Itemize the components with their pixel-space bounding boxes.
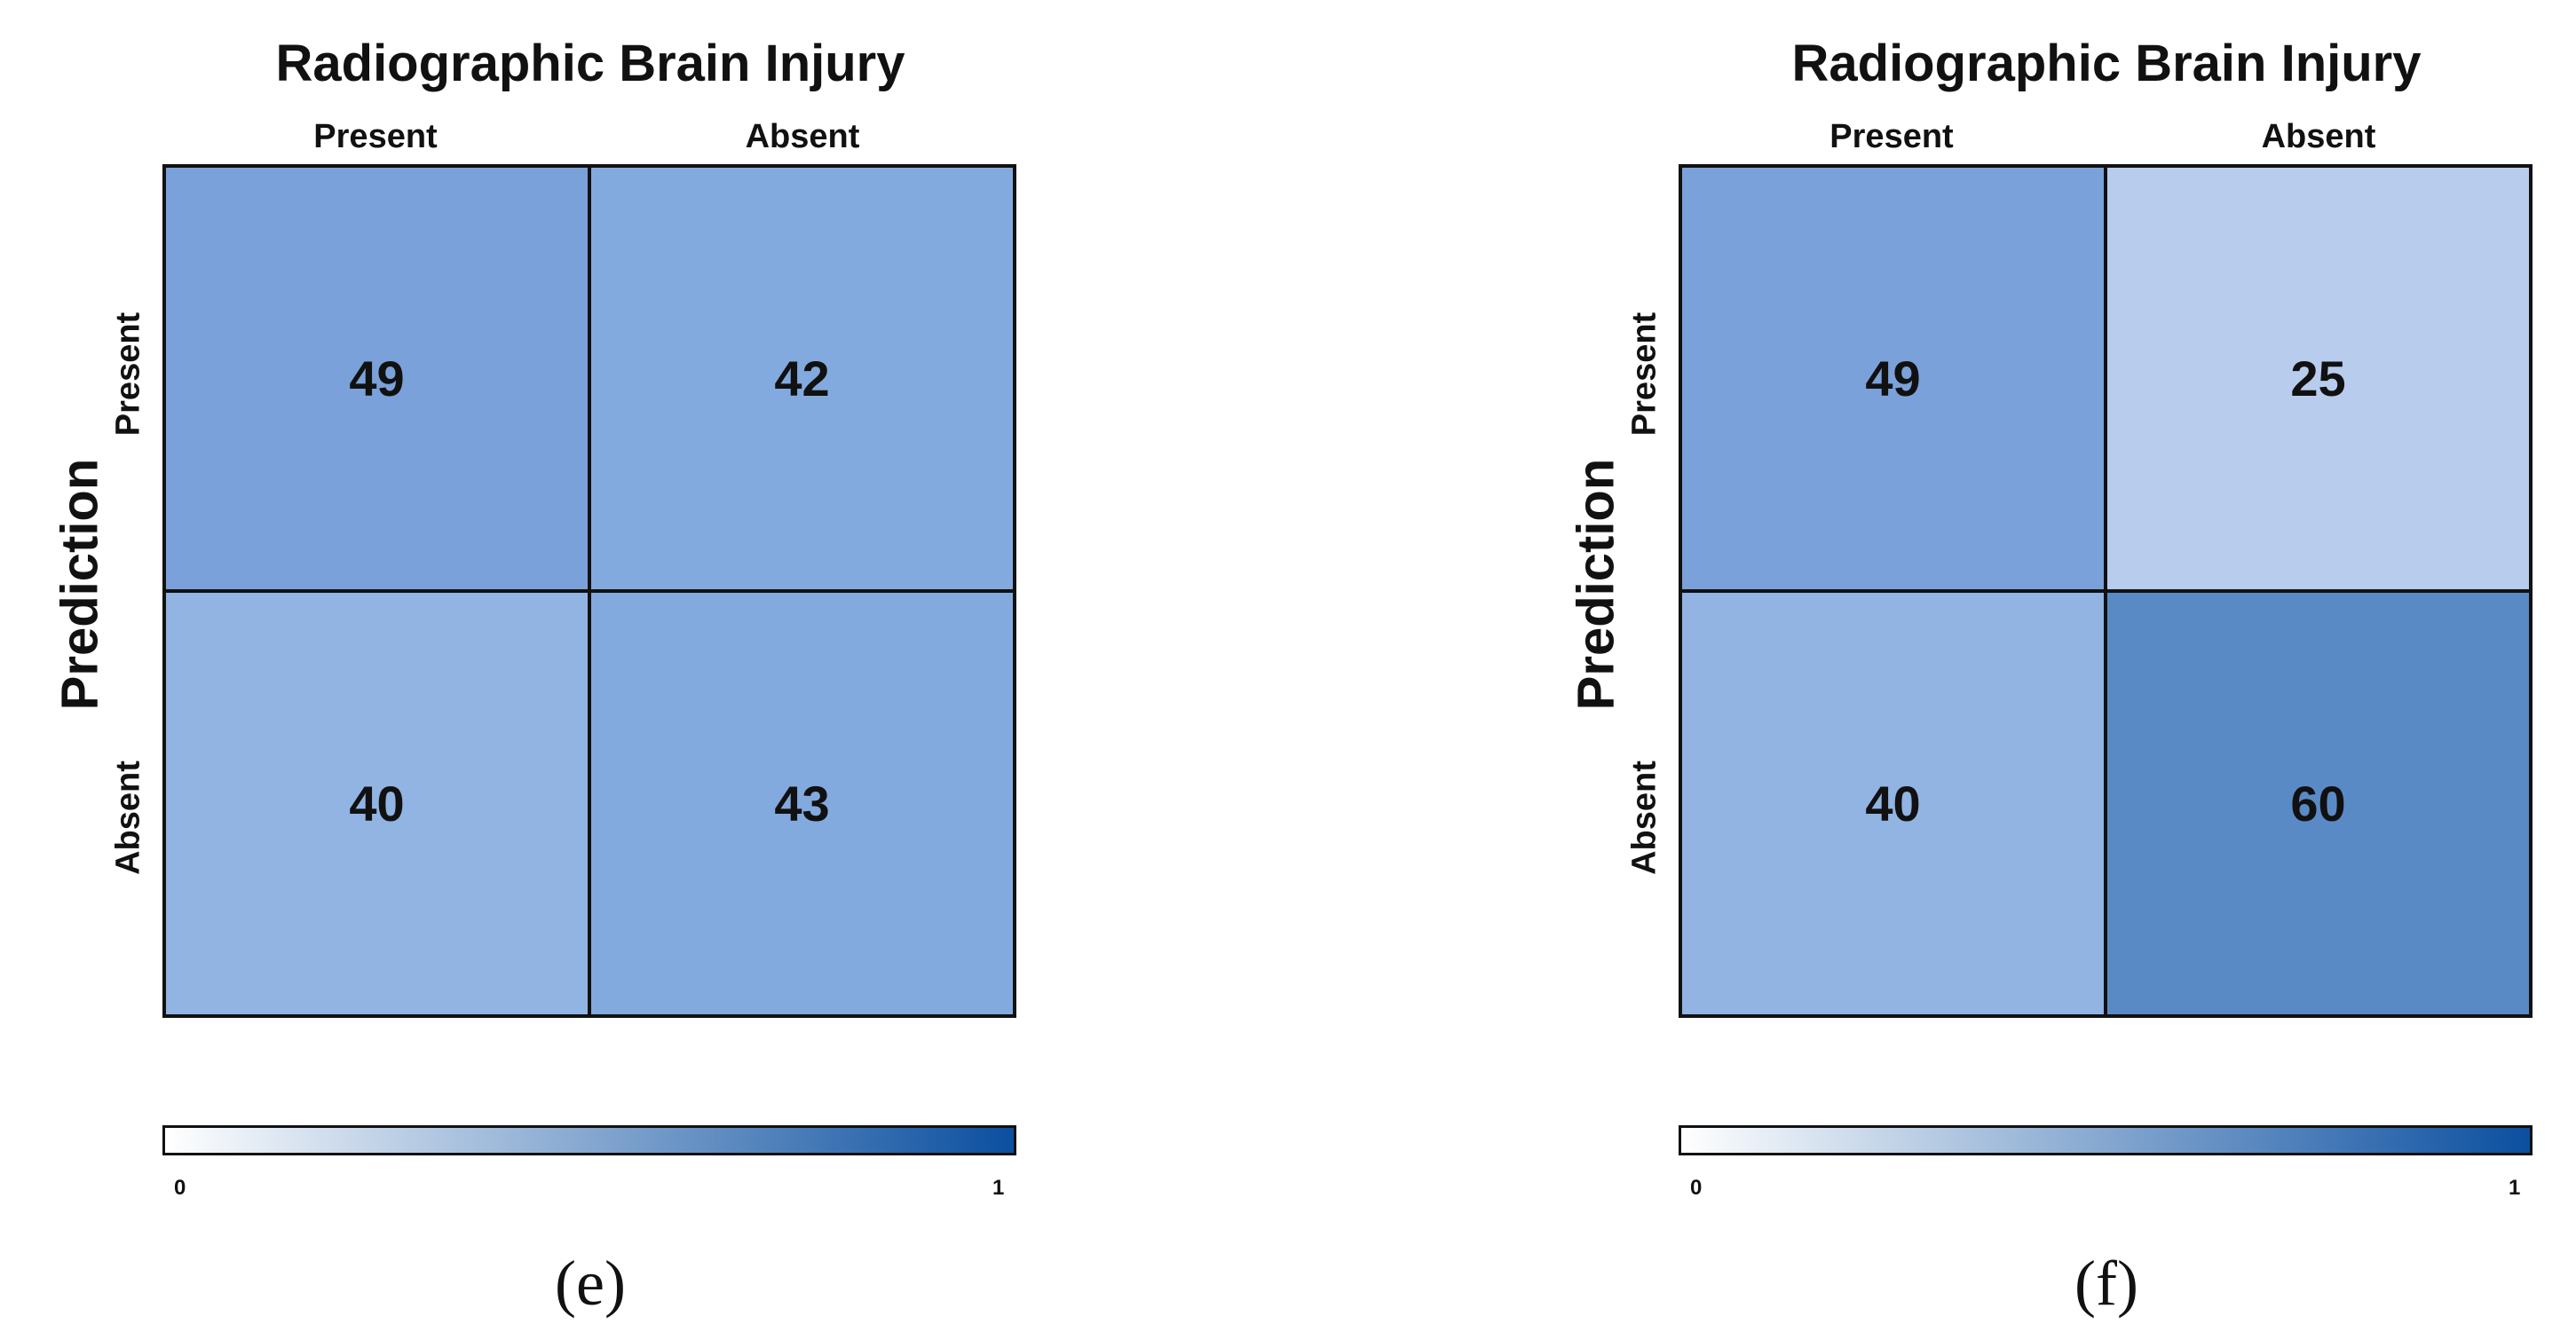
confusion-matrix: 49 25 40 60: [1679, 164, 2533, 1018]
colorbar: [162, 1125, 1016, 1155]
y-axis-label: Prediction: [1567, 458, 1625, 711]
matrix-cell-present-present: 49: [1682, 168, 2106, 591]
column-label-present: Present: [313, 118, 438, 155]
matrix-cell-absent-present: 40: [1682, 591, 2106, 1014]
colorbar-max-label: 1: [992, 1176, 1005, 1200]
colorbar-min-label: 0: [1690, 1176, 1703, 1200]
matrix-cell-absent-absent: 60: [2106, 591, 2529, 1014]
confusion-matrix: 49 42 40 43: [162, 164, 1016, 1018]
colorbar-max-label: 1: [2509, 1176, 2521, 1200]
matrix-cell-present-absent: 25: [2106, 168, 2529, 591]
chart-title: Radiographic Brain Injury: [1791, 35, 2422, 92]
colorbar: [1679, 1125, 2533, 1155]
matrix-cell-absent-absent: 43: [589, 591, 1013, 1014]
column-label-absent: Absent: [2261, 118, 2376, 155]
row-label-present: Present: [109, 311, 147, 437]
row-label-present: Present: [1625, 311, 1663, 437]
row-label-absent: Absent: [1625, 761, 1663, 875]
column-label-present: Present: [1829, 118, 1954, 155]
panel-label: (e): [555, 1248, 626, 1319]
confusion-matrix-panel-e: Radiographic Brain Injury Present Absent…: [51, 35, 1016, 1319]
panel-label: (f): [2074, 1248, 2138, 1319]
colorbar-min-label: 0: [174, 1176, 186, 1200]
column-label-absent: Absent: [745, 118, 860, 155]
y-axis-label: Prediction: [51, 458, 109, 711]
matrix-cell-present-present: 49: [166, 168, 589, 591]
confusion-matrix-panel-f: Radiographic Brain Injury Present Absent…: [1516, 0, 2576, 1340]
matrix-cell-present-absent: 42: [589, 168, 1013, 591]
chart-title: Radiographic Brain Injury: [275, 35, 905, 92]
matrix-cell-absent-present: 40: [166, 591, 589, 1014]
row-label-absent: Absent: [109, 761, 147, 875]
